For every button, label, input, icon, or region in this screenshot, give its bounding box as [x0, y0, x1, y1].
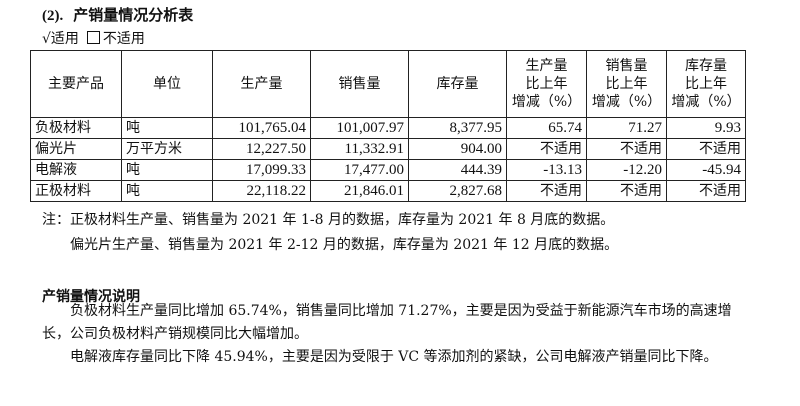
column-header: 库存量 比上年 增减（%） [666, 50, 746, 118]
table-cell: -13.13 [506, 159, 587, 181]
note-line-2: 偏光片生产量、销售量为 2021 年 2-12 月的数据，库存量为 2021 年… [70, 237, 619, 253]
table-body: 负极材料吨 101,765.04 101,007.97 8,377.95 65.74 71… [30, 117, 746, 202]
table-cell: -12.20 [586, 159, 667, 181]
table-cell: 17,477.00 [310, 159, 409, 181]
table-cell: 71.27 [586, 117, 667, 139]
column-header: 主要产品 [30, 50, 122, 118]
explanation-paragraph-1: 负极材料生产量同比增加 65.74%，销售量同比增加 71.27%，主要是因为受… [42, 300, 732, 346]
paragraph-2-text: 电解液库存量同比下降 45.94%，主要是因为受限于 VC 等添加剂的紧缺，公司… [70, 349, 718, 365]
table-cell: 正极材料 [30, 180, 122, 202]
table-cell: 101,007.97 [310, 117, 409, 139]
column-header: 生产量 比上年 增减（%） [506, 50, 587, 118]
table-cell: 12,227.50 [212, 138, 311, 160]
table-cell: 偏光片 [30, 138, 122, 160]
table-cell: 2,827.68 [408, 180, 507, 202]
table-cell: -45.94 [666, 159, 746, 181]
table-cell: 吨 [121, 117, 213, 139]
not-applicable-label: 不适用 [102, 31, 145, 47]
table-cell: 17,099.33 [212, 159, 311, 181]
table-cell: 负极材料 [30, 117, 122, 139]
table-cell: 11,332.91 [310, 138, 409, 160]
column-header: 单位 [121, 50, 213, 118]
table-row: 偏光片 万平方米 12,227.50 11,332.91 904.00 不适用 不适用 不适用 [30, 138, 746, 160]
table-cell: 吨 [121, 159, 213, 181]
table-cell: 不适用 [506, 180, 587, 202]
table-cell: 不适用 [586, 138, 667, 160]
section-heading: (2). 产销量情况分析表 [42, 4, 193, 25]
table-cell: 65.74 [506, 117, 587, 139]
table-row: 电解液吨 17,099.33 17,477.00 444.39 -13.13 -12.20… [30, 159, 746, 181]
column-header: 生产量 [212, 50, 311, 118]
explanation-paragraph-2: 电解液库存量同比下降 45.94%，主要是因为受限于 VC 等添加剂的紧缺，公司… [42, 346, 732, 369]
table-cell: 不适用 [506, 138, 587, 160]
column-header: 销售量 [310, 50, 409, 118]
unchecked-box-icon [86, 31, 100, 44]
table-cell: 电解液 [30, 159, 122, 181]
table-row: 正极材料吨 22,118.22 21,846.01 2,827.68 不适用 不适用 不适用 [30, 180, 746, 202]
table-cell: 万平方米 [121, 138, 213, 160]
table-cell: 不适用 [666, 180, 746, 202]
explanation-title: 产销量情况说明 [42, 289, 140, 305]
table-cell: 不适用 [586, 180, 667, 202]
table-cell: 21,846.01 [310, 180, 409, 202]
table-cell: 吨 [121, 180, 213, 202]
section-number: (2). [42, 8, 64, 24]
table-cell: 444.39 [408, 159, 507, 181]
table-row: 负极材料吨 101,765.04 101,007.97 8,377.95 65.74 71… [30, 117, 746, 139]
column-header: 销售量 比上年 增减（%） [586, 50, 667, 118]
table-header-row: 主要产品 单位 生产量 销售量 库存量 生产量 比上年 增减（%） 销售量 比上年 增减（%… [30, 50, 746, 118]
table-cell: 101,765.04 [212, 117, 311, 139]
production-sales-table: 主要产品 单位 生产量 销售量 库存量 生产量 比上年 增减（%） 销售量 比上年 增减（%… [30, 50, 746, 202]
column-header: 库存量 [408, 50, 507, 118]
table-cell: 22,118.22 [212, 180, 311, 202]
note-line-1: 注：正极材料生产量、销售量为 2021 年 1-8 月的数据，库存量为 2021… [42, 212, 615, 228]
table-cell: 不适用 [666, 138, 746, 160]
table-cell: 9.93 [666, 117, 746, 139]
section-title: 产销量情况分析表 [73, 6, 194, 24]
paragraph-1-text: 负极材料生产量同比增加 65.74%，销售量同比增加 71.27%，主要是因为受… [42, 303, 732, 342]
applicable-checked: √适用 [42, 31, 79, 47]
table-cell: 904.00 [408, 138, 507, 160]
table-cell: 8,377.95 [408, 117, 507, 139]
applicability-line: √适用 不适用 [42, 28, 145, 48]
